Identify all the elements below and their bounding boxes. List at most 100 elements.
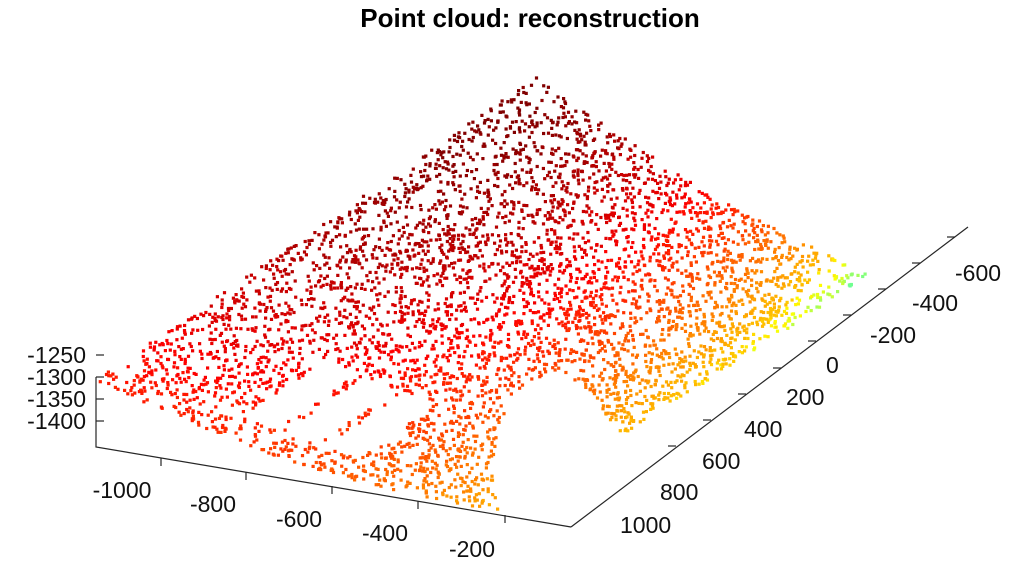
- point-marker: [279, 322, 283, 326]
- point-marker: [653, 179, 657, 183]
- point-marker: [274, 315, 278, 319]
- point-marker: [201, 327, 205, 332]
- point-marker: [221, 317, 225, 322]
- point-marker: [797, 279, 801, 283]
- point-marker: [687, 282, 691, 286]
- point-marker: [173, 392, 177, 396]
- point-marker: [714, 330, 718, 334]
- point-marker: [393, 273, 397, 277]
- point-marker: [626, 157, 630, 161]
- point-marker: [186, 366, 190, 370]
- point-marker: [632, 195, 636, 199]
- point-marker: [541, 350, 545, 354]
- point-marker: [431, 409, 435, 413]
- point-marker: [303, 447, 307, 452]
- point-marker: [675, 193, 679, 197]
- point-marker: [558, 172, 562, 176]
- point-marker: [676, 295, 680, 299]
- point-marker: [622, 407, 626, 411]
- point-marker: [221, 314, 225, 318]
- point-marker: [300, 303, 304, 307]
- point-marker: [386, 353, 391, 357]
- point-marker: [244, 344, 248, 349]
- point-marker: [513, 170, 517, 174]
- point-marker: [493, 300, 497, 304]
- point-marker: [209, 331, 213, 335]
- point-marker: [419, 417, 423, 421]
- point-marker: [401, 384, 405, 388]
- point-marker: [689, 295, 693, 299]
- point-marker: [668, 399, 672, 403]
- point-marker: [460, 372, 464, 376]
- point-marker: [477, 455, 481, 459]
- point-marker: [322, 238, 326, 242]
- point-marker: [476, 375, 480, 379]
- point-marker: [640, 218, 644, 222]
- point-marker: [582, 134, 586, 138]
- point-marker: [759, 228, 764, 232]
- point-marker: [361, 455, 365, 460]
- point-marker: [207, 324, 211, 328]
- point-marker: [499, 153, 504, 157]
- point-marker: [817, 268, 821, 272]
- point-marker: [147, 370, 151, 374]
- point-marker: [318, 266, 322, 270]
- point-marker: [197, 386, 201, 390]
- point-marker: [442, 381, 446, 385]
- point-marker: [554, 244, 559, 248]
- point-marker: [478, 248, 482, 253]
- point-marker: [584, 311, 588, 315]
- point-marker: [431, 398, 435, 402]
- point-marker: [219, 331, 224, 335]
- point-marker: [628, 324, 632, 328]
- point-marker: [712, 270, 717, 274]
- point-marker: [673, 347, 677, 351]
- point-marker: [506, 100, 510, 104]
- point-marker: [479, 412, 483, 416]
- point-marker: [495, 396, 499, 400]
- point-marker: [731, 240, 735, 244]
- point-marker: [493, 496, 497, 500]
- point-marker: [279, 447, 283, 451]
- point-marker: [399, 305, 403, 309]
- point-marker: [795, 247, 799, 251]
- point-marker: [667, 328, 671, 332]
- point-marker: [566, 181, 570, 186]
- point-marker: [370, 308, 374, 312]
- point-marker: [786, 319, 790, 323]
- point-marker: [441, 156, 445, 160]
- point-marker: [814, 253, 818, 257]
- point-marker: [722, 249, 726, 253]
- point-marker: [178, 355, 182, 359]
- point-marker: [620, 368, 624, 372]
- point-marker: [580, 247, 584, 251]
- point-marker: [452, 237, 456, 241]
- point-marker: [576, 232, 580, 236]
- point-marker: [516, 330, 520, 334]
- point-marker: [362, 254, 366, 258]
- point-marker: [337, 360, 341, 364]
- point-marker: [528, 266, 532, 270]
- point-marker: [231, 296, 235, 300]
- point-marker: [421, 325, 426, 329]
- point-marker: [585, 204, 589, 208]
- point-marker: [152, 348, 156, 352]
- point-marker: [554, 133, 558, 137]
- point-marker: [545, 278, 549, 282]
- point-marker: [279, 289, 283, 293]
- point-marker: [755, 320, 759, 324]
- point-marker: [452, 388, 456, 392]
- point-marker: [132, 383, 136, 387]
- point-marker: [175, 327, 179, 331]
- point-marker: [333, 286, 337, 290]
- point-marker: [656, 236, 660, 240]
- point-marker: [622, 275, 626, 279]
- point-marker: [561, 106, 566, 110]
- point-marker: [647, 168, 651, 172]
- point-marker: [173, 349, 177, 353]
- point-marker: [697, 382, 701, 386]
- point-marker: [501, 216, 505, 220]
- point-marker: [715, 202, 719, 206]
- point-marker: [247, 380, 251, 384]
- point-marker: [427, 231, 431, 235]
